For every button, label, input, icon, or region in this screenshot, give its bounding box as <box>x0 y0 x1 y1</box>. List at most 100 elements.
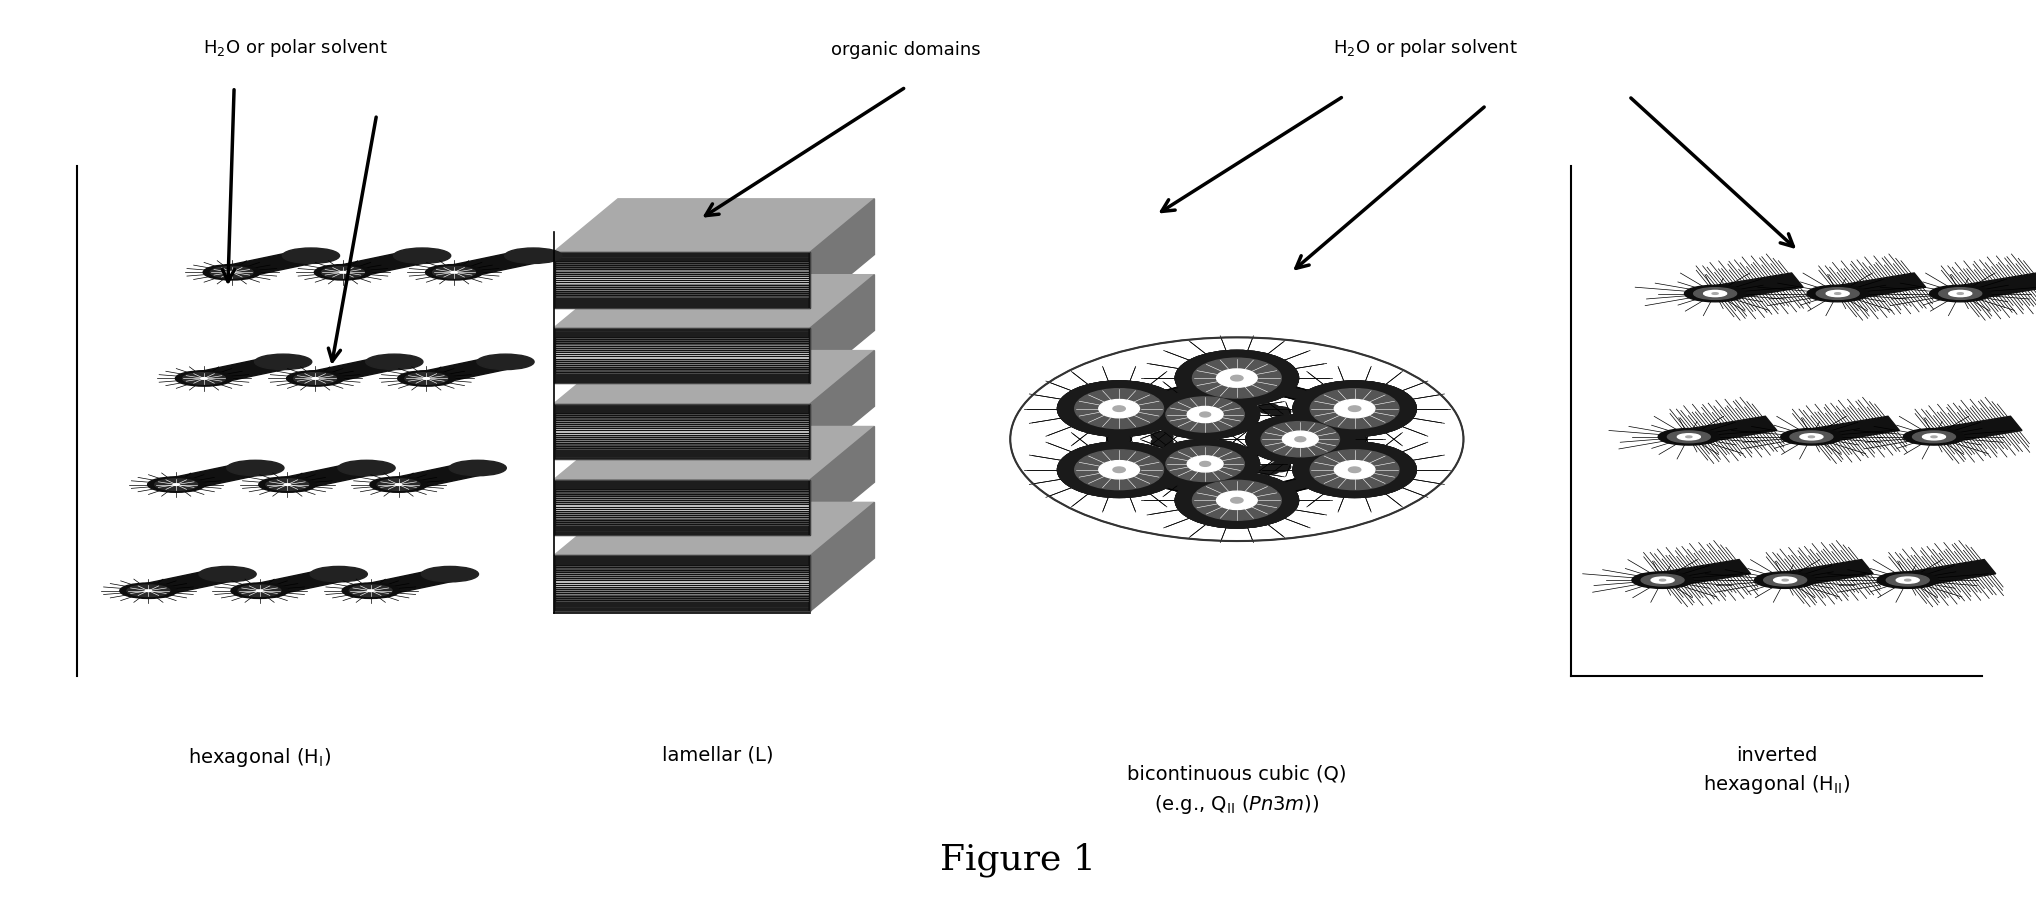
Bar <box>554 328 810 383</box>
Ellipse shape <box>1773 577 1796 583</box>
Ellipse shape <box>1651 577 1674 583</box>
Circle shape <box>1167 447 1244 481</box>
Ellipse shape <box>423 378 430 380</box>
Polygon shape <box>1832 273 1926 301</box>
Circle shape <box>1108 434 1132 445</box>
Polygon shape <box>810 199 873 307</box>
Circle shape <box>1187 406 1224 423</box>
Circle shape <box>1242 422 1264 432</box>
Text: Figure 1: Figure 1 <box>941 843 1095 877</box>
Circle shape <box>1242 447 1264 457</box>
Polygon shape <box>1806 416 1900 444</box>
Circle shape <box>1246 414 1354 464</box>
Bar <box>554 328 810 383</box>
Circle shape <box>1218 491 1256 510</box>
Circle shape <box>1150 439 1260 489</box>
Ellipse shape <box>1834 293 1841 295</box>
Ellipse shape <box>1877 572 1938 588</box>
Polygon shape <box>252 567 346 597</box>
Circle shape <box>1293 381 1417 436</box>
Circle shape <box>1167 397 1244 432</box>
Circle shape <box>1057 381 1181 436</box>
Circle shape <box>1311 389 1399 428</box>
Ellipse shape <box>1755 572 1816 588</box>
Ellipse shape <box>1678 434 1700 440</box>
Circle shape <box>1230 498 1244 503</box>
Polygon shape <box>448 249 540 279</box>
Polygon shape <box>336 249 430 279</box>
Circle shape <box>1348 467 1360 472</box>
Ellipse shape <box>397 371 454 386</box>
Ellipse shape <box>342 583 399 598</box>
Text: inverted
hexagonal (H$_\mathregular{II}$): inverted hexagonal (H$_\mathregular{II}$… <box>1702 746 1851 796</box>
Circle shape <box>1199 412 1211 417</box>
Circle shape <box>1209 416 1232 425</box>
Circle shape <box>1293 442 1417 498</box>
Circle shape <box>1293 442 1417 498</box>
Circle shape <box>1010 338 1464 541</box>
Polygon shape <box>391 461 485 491</box>
Circle shape <box>1187 406 1224 423</box>
Circle shape <box>1175 473 1299 528</box>
Ellipse shape <box>1930 285 1991 302</box>
Ellipse shape <box>1826 290 1849 296</box>
Ellipse shape <box>1912 431 1955 443</box>
Bar <box>554 555 810 611</box>
Ellipse shape <box>1686 436 1692 437</box>
Circle shape <box>1150 431 1173 441</box>
Circle shape <box>1209 392 1232 401</box>
Ellipse shape <box>204 264 261 280</box>
Ellipse shape <box>228 272 234 274</box>
Ellipse shape <box>1667 431 1710 443</box>
Circle shape <box>1260 422 1340 457</box>
Polygon shape <box>1684 416 1777 444</box>
Circle shape <box>1317 419 1338 429</box>
Circle shape <box>1334 400 1374 418</box>
Circle shape <box>1099 460 1140 479</box>
Circle shape <box>1114 467 1126 472</box>
Ellipse shape <box>322 266 364 278</box>
Circle shape <box>1348 406 1360 412</box>
Circle shape <box>1209 453 1232 462</box>
Ellipse shape <box>226 460 283 476</box>
Text: lamellar (L): lamellar (L) <box>662 746 774 765</box>
Ellipse shape <box>395 484 401 486</box>
Circle shape <box>1187 456 1224 472</box>
Ellipse shape <box>173 484 179 486</box>
Ellipse shape <box>183 372 226 384</box>
Bar <box>554 252 810 307</box>
Circle shape <box>1230 375 1244 381</box>
Polygon shape <box>1955 273 2036 301</box>
Ellipse shape <box>450 460 507 476</box>
Circle shape <box>1057 381 1181 436</box>
Ellipse shape <box>145 590 151 592</box>
Text: H$_2$O or polar solvent: H$_2$O or polar solvent <box>204 38 387 59</box>
Text: hexagonal (H$_\mathregular{I}$): hexagonal (H$_\mathregular{I}$) <box>187 746 332 769</box>
Bar <box>554 555 810 611</box>
Circle shape <box>1099 460 1140 479</box>
Circle shape <box>1246 414 1354 464</box>
Circle shape <box>1199 461 1211 467</box>
Ellipse shape <box>202 378 208 380</box>
Ellipse shape <box>1816 287 1859 299</box>
Ellipse shape <box>175 371 232 386</box>
Ellipse shape <box>1800 434 1822 440</box>
Circle shape <box>1334 460 1374 479</box>
Circle shape <box>1075 389 1163 428</box>
Circle shape <box>1150 390 1260 439</box>
Circle shape <box>1150 439 1260 489</box>
Ellipse shape <box>155 479 197 490</box>
Ellipse shape <box>259 477 316 492</box>
Ellipse shape <box>293 372 336 384</box>
Circle shape <box>1293 381 1417 436</box>
Circle shape <box>1114 406 1126 412</box>
Circle shape <box>1295 436 1305 442</box>
Polygon shape <box>810 426 873 535</box>
Circle shape <box>1334 400 1374 418</box>
Polygon shape <box>1902 560 1995 587</box>
Bar <box>554 479 810 535</box>
Ellipse shape <box>393 248 450 264</box>
Circle shape <box>1175 350 1299 405</box>
Circle shape <box>1114 406 1126 412</box>
Ellipse shape <box>126 585 169 597</box>
